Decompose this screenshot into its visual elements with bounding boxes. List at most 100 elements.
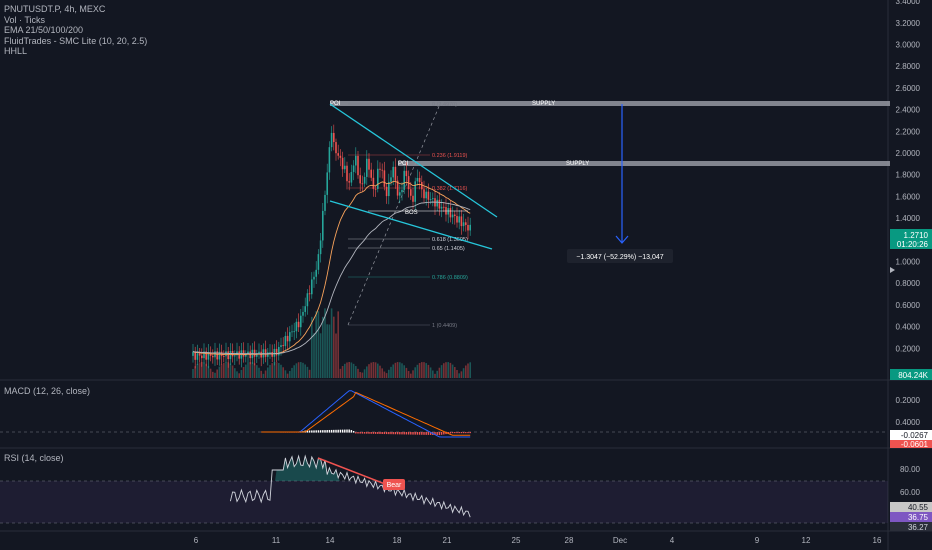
- candle-body: [315, 269, 317, 277]
- candle-body: [396, 180, 399, 196]
- candle-body: [300, 315, 302, 328]
- supply-zone-lower[interactable]: [398, 161, 890, 166]
- macd-hist-bar: [374, 432, 377, 434]
- rsi-signal-label: Bear: [387, 482, 402, 489]
- candle-body: [214, 351, 216, 358]
- volume-bar: [374, 362, 377, 378]
- macd-hist-bar: [392, 432, 394, 435]
- rsi-pane-label[interactable]: RSI (14, close): [4, 453, 64, 463]
- price-tick-label: 2.8000: [896, 62, 921, 71]
- rsi-value-3: 36.27: [908, 523, 929, 532]
- volume-bar: [454, 367, 456, 378]
- candle-body: [245, 354, 247, 357]
- candle-body: [322, 210, 324, 241]
- volume-bar: [458, 373, 460, 378]
- price-tick-label: 0.2000: [896, 344, 921, 353]
- candle-body: [462, 222, 465, 227]
- volume-bar: [322, 316, 324, 378]
- macd-line: [261, 390, 471, 438]
- measure-box[interactable]: [567, 249, 673, 263]
- fib-level-label: 0.236 (1.9119): [432, 153, 468, 159]
- volume-bar: [366, 366, 368, 378]
- fib-level-label: 0.786 (0.8809): [432, 275, 468, 281]
- candle-body: [423, 189, 425, 199]
- macd-hist-bar: [458, 432, 460, 434]
- rsi-value-1: 40.55: [908, 503, 929, 512]
- volume-bar: [264, 370, 267, 378]
- candle-body: [399, 192, 401, 196]
- symbol-line[interactable]: PNUTUSDT.P, 4h, MEXC: [4, 4, 106, 14]
- macd-hist-bar: [311, 430, 313, 433]
- volume-bar: [394, 362, 397, 378]
- volume-bar: [436, 370, 438, 378]
- volume-bar: [231, 365, 234, 378]
- candlestick-series[interactable]: [192, 124, 471, 369]
- candle-body: [421, 182, 423, 190]
- volume-bar: [381, 368, 383, 378]
- candle-body: [317, 254, 320, 270]
- wedge-upper-line[interactable]: [329, 103, 498, 218]
- scale-arrow-icon[interactable]: [890, 267, 895, 273]
- indicator-smc[interactable]: FluidTrades - SMC Lite (10, 20, 2.5): [4, 35, 148, 46]
- candle-body: [392, 166, 394, 178]
- volume-bar: [355, 366, 357, 378]
- volume-bar: [256, 365, 258, 378]
- volume-bar: [260, 370, 262, 378]
- volume-bar: [465, 365, 467, 378]
- volume-bar: [282, 367, 284, 378]
- macd-hist-bar: [322, 430, 324, 433]
- volume-bar: [368, 364, 370, 378]
- supply-zone-upper[interactable]: [330, 101, 890, 106]
- volume-bar: [229, 363, 232, 378]
- volume-bar: [315, 311, 317, 378]
- candle-body: [425, 191, 427, 199]
- volume-bar: [269, 364, 271, 378]
- indicator-hhll[interactable]: HHLL: [4, 46, 28, 56]
- macd-hist-bar: [372, 432, 375, 434]
- volume-bar: [412, 370, 414, 378]
- candle-body: [333, 132, 335, 143]
- supply-label-lower: SUPPLY: [566, 161, 589, 167]
- macd-tag-1: [890, 430, 932, 440]
- wedge-lower-line[interactable]: [329, 200, 493, 250]
- last-price-tag: [890, 229, 932, 249]
- volume-bar: [388, 369, 390, 378]
- ema-line-gray: [192, 201, 471, 355]
- volume-bar: [247, 362, 249, 378]
- macd-hist-bar: [363, 432, 366, 434]
- time-axis[interactable]: 6 11 14 18 21 25 28 Dec 4 9 12 16: [194, 536, 882, 545]
- macd-hist-bar: [462, 432, 465, 434]
- volume-bar: [286, 373, 289, 378]
- volume-bar: [271, 363, 273, 378]
- rsi-divergence-line: [317, 457, 386, 485]
- volume-bar: [350, 362, 353, 378]
- candle-body: [205, 351, 207, 360]
- candle-body: [449, 208, 452, 218]
- candle-body: [337, 153, 339, 156]
- volume-bar: [443, 363, 445, 378]
- macd-pane-label[interactable]: MACD (12, 26, close): [4, 386, 91, 396]
- candle-body: [405, 170, 408, 177]
- time-tick-label: 28: [565, 536, 574, 545]
- candle-body: [278, 347, 280, 356]
- volume-bar: [245, 364, 247, 378]
- time-tick-label: 9: [755, 536, 760, 545]
- candle-body: [383, 170, 386, 187]
- fib-retracement[interactable]: 0 (2.4970) 0.236 (1.9119) 0.382 (1.7116) 0.…: [348, 102, 468, 329]
- price-tick-label: 2.0000: [896, 149, 921, 158]
- candle-body: [297, 321, 300, 328]
- macd-hist-bar: [410, 432, 412, 435]
- macd-hist-bar: [388, 432, 390, 435]
- volume-bar: [242, 367, 245, 378]
- time-tick-label: 16: [873, 536, 882, 545]
- indicator-ema[interactable]: EMA 21/50/100/200: [4, 25, 84, 35]
- indicator-volume[interactable]: Vol · Ticks: [4, 14, 46, 25]
- candle-body: [436, 199, 438, 207]
- volume-bar: [427, 364, 430, 378]
- macd-hist-bar: [436, 432, 438, 436]
- rsi-tick-label: 80.00: [900, 465, 921, 474]
- volume-bar: [416, 364, 419, 378]
- volume-bar: [209, 368, 212, 378]
- candle-body: [418, 177, 421, 183]
